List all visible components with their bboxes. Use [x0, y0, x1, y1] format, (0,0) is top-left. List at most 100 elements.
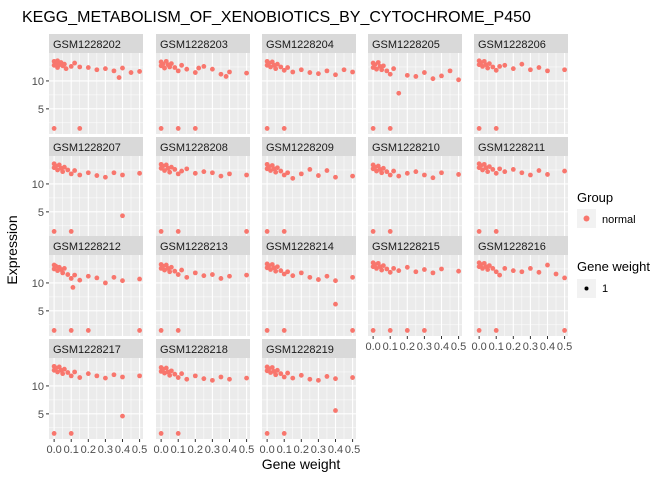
x-tick-label: 0.0	[46, 444, 61, 456]
data-point	[298, 270, 304, 276]
facet-strip-label: GSM1228205	[372, 39, 440, 51]
data-point	[77, 64, 83, 70]
data-point	[387, 126, 393, 131]
facet-panel: GSM1228213	[156, 236, 250, 336]
y-tick-label: 5	[38, 104, 44, 116]
data-point	[422, 172, 427, 178]
data-point	[77, 126, 83, 131]
legend-weight-title: Gene weight	[577, 259, 650, 274]
legend: Group normal Gene weight 1	[577, 190, 650, 298]
data-point	[68, 431, 74, 436]
gridlines	[49, 156, 143, 237]
x-tick-label: 0.1	[64, 444, 79, 456]
facet-strip	[474, 34, 568, 53]
data-point	[120, 172, 125, 178]
data-point	[404, 72, 410, 78]
data-point	[111, 68, 117, 74]
data-point	[384, 266, 390, 272]
data-point	[264, 328, 270, 333]
data-point	[290, 69, 296, 75]
data-point	[545, 172, 550, 177]
data-point	[497, 166, 503, 172]
data-point	[244, 172, 249, 178]
facet-strip	[368, 137, 462, 156]
data-point	[273, 268, 279, 274]
data-point	[493, 229, 499, 234]
data-points	[476, 260, 567, 333]
x-tick-label: 0.2	[188, 444, 203, 456]
data-point	[285, 370, 291, 376]
data-point	[350, 375, 355, 380]
x-tick-label: 0.4	[115, 444, 130, 456]
data-point	[290, 273, 296, 279]
data-point	[316, 377, 321, 383]
data-point	[264, 431, 270, 436]
data-point	[281, 374, 287, 380]
data-points	[158, 161, 249, 234]
data-point	[502, 169, 508, 175]
data-point	[103, 66, 108, 72]
data-point	[502, 266, 508, 271]
data-point	[485, 65, 491, 71]
data-point	[65, 370, 71, 375]
data-point	[384, 68, 390, 74]
data-point	[485, 267, 491, 272]
data-point	[103, 280, 108, 286]
data-point	[562, 168, 567, 174]
data-point	[422, 70, 427, 75]
data-point	[307, 167, 313, 172]
data-point	[281, 67, 287, 73]
data-point	[486, 263, 492, 269]
data-point	[379, 267, 385, 273]
data-point	[273, 66, 279, 72]
facet-strip	[262, 34, 356, 53]
data-point	[273, 372, 279, 378]
data-point	[497, 272, 503, 278]
data-point	[456, 172, 461, 177]
data-point	[158, 431, 164, 436]
facet-panel: GSM1228203	[156, 34, 250, 134]
data-point	[85, 170, 91, 176]
data-point	[422, 267, 427, 272]
data-point	[175, 68, 181, 74]
facet-panel: GSM1228218 0.0 0.1 0.2 0.3 0.4 0.5	[153, 339, 254, 456]
data-points	[476, 58, 567, 131]
data-point	[264, 229, 270, 234]
data-point	[413, 269, 419, 275]
data-point	[218, 173, 224, 179]
y-tick-label: 10	[32, 179, 44, 191]
facet-strip	[474, 236, 568, 255]
data-point	[244, 272, 249, 278]
data-point	[192, 270, 198, 276]
facet-strip-label: GSM1228210	[372, 142, 440, 154]
data-point	[137, 328, 142, 333]
data-point	[476, 126, 482, 131]
data-point	[61, 366, 67, 372]
data-point	[324, 273, 330, 279]
data-point	[137, 69, 142, 74]
data-point	[333, 72, 338, 78]
data-point	[85, 273, 91, 279]
data-point	[553, 271, 559, 277]
data-points	[51, 363, 142, 436]
x-tick-label: 0.2	[294, 444, 309, 456]
data-point	[278, 64, 284, 70]
data-point	[387, 71, 393, 77]
data-point	[485, 169, 491, 175]
data-point	[350, 328, 355, 333]
data-point	[72, 369, 78, 375]
facet-panel: GSM1228206	[474, 34, 568, 134]
data-point	[486, 164, 492, 170]
data-point	[285, 269, 291, 275]
facet-strip	[49, 137, 143, 156]
data-point	[137, 170, 142, 176]
data-point	[278, 168, 284, 174]
data-point	[85, 65, 91, 70]
data-point	[379, 170, 385, 176]
data-point	[278, 268, 284, 274]
data-point	[218, 276, 224, 281]
data-point	[51, 431, 57, 436]
data-point	[192, 373, 198, 379]
facet-strip	[262, 236, 356, 255]
data-point	[476, 328, 482, 333]
